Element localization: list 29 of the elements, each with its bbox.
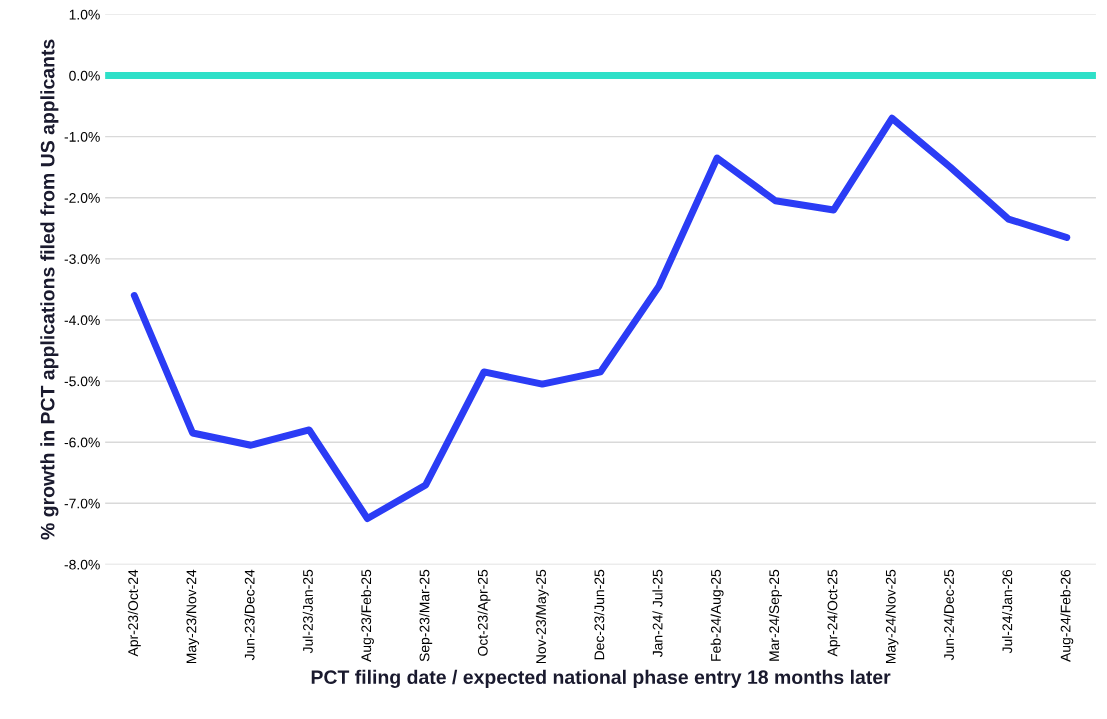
x-tick-label: Jun-23/Dec-24 [244, 569, 255, 661]
x-tick-label: Apr-23/Oct-24 [127, 569, 141, 657]
y-tick-label: -5.0% [64, 376, 100, 387]
y-tick-label: -3.0% [64, 254, 100, 265]
y-tick-label: -4.0% [64, 315, 100, 326]
x-tick-label: Jul-23/Jan-25 [302, 569, 313, 654]
x-tick-label: Oct-23/Apr-25 [477, 569, 491, 656]
x-tick-label: Dec-23/Jun-25 [594, 569, 605, 660]
x-tick-label: May-23/Nov-24 [186, 569, 200, 664]
x-tick-label: May-24/Nov-25 [885, 569, 899, 664]
x-tick-label: Jul-24/Jan-26 [1002, 569, 1013, 654]
y-tick-label: 0.0% [69, 70, 100, 81]
x-axis-title: PCT filing date / expected national phase entry 18 months later [311, 669, 891, 688]
y-tick-label: -1.0% [64, 131, 100, 142]
x-tick-label: Mar-24/Sep-25 [768, 569, 782, 661]
x-tick-label: Sep-23/Mar-25 [419, 569, 433, 662]
x-tick-label: Apr-24/Oct-25 [827, 569, 841, 657]
x-tick-label: Feb-24/Aug-25 [710, 569, 724, 661]
x-tick-label: Jun-24/Dec-25 [943, 569, 954, 661]
x-tick-label: Aug-23/Feb-25 [360, 569, 374, 662]
x-tick-label: Aug-24/Feb-26 [1060, 569, 1074, 662]
x-tick-label: Nov-23/May-25 [535, 569, 549, 664]
y-tick-label: -6.0% [64, 437, 100, 448]
y-tick-label: -2.0% [64, 193, 100, 203]
y-axis-title: % growth in PCT applications filed from US applicants [40, 39, 59, 540]
y-tick-label: -7.0% [64, 498, 100, 509]
y-tick-label: -8.0% [64, 559, 100, 570]
y-tick-label: 1.0% [69, 9, 100, 20]
x-tick-label: Jan-24/ Jul-25 [652, 569, 663, 658]
